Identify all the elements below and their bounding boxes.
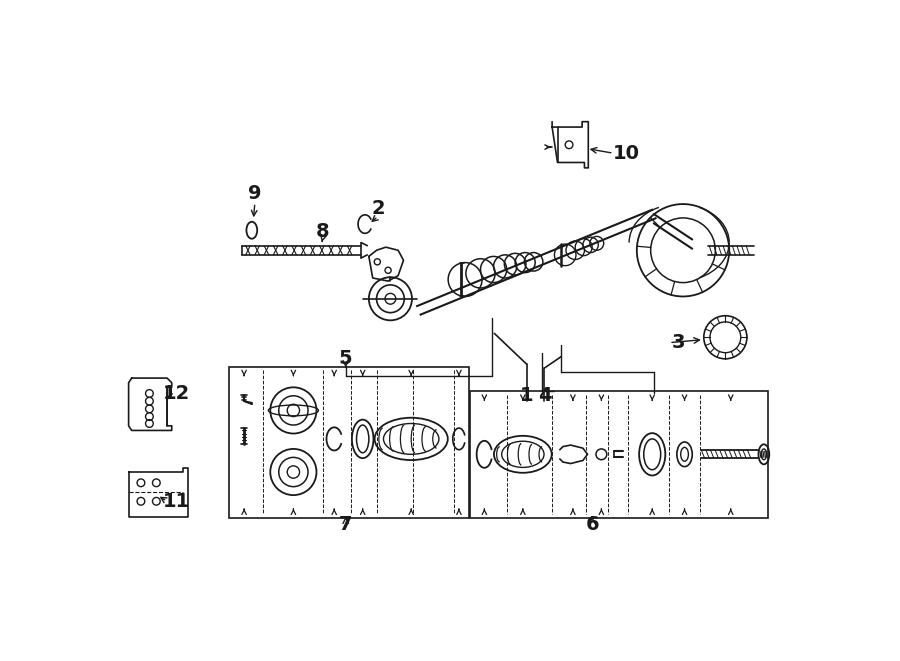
Text: 9: 9 [248, 184, 262, 203]
Text: 12: 12 [163, 384, 190, 403]
Text: 6: 6 [585, 515, 599, 534]
Text: 7: 7 [339, 515, 353, 534]
Text: 10: 10 [613, 143, 640, 163]
Text: 8: 8 [316, 222, 329, 241]
Bar [229, 367, 469, 518]
Text: 11: 11 [163, 492, 190, 511]
Text: 1: 1 [520, 385, 534, 405]
Text: 3: 3 [671, 333, 685, 352]
Text: 2: 2 [372, 199, 385, 218]
Bar [471, 391, 768, 518]
Text: 4: 4 [537, 385, 551, 405]
Text: 5: 5 [339, 348, 353, 368]
